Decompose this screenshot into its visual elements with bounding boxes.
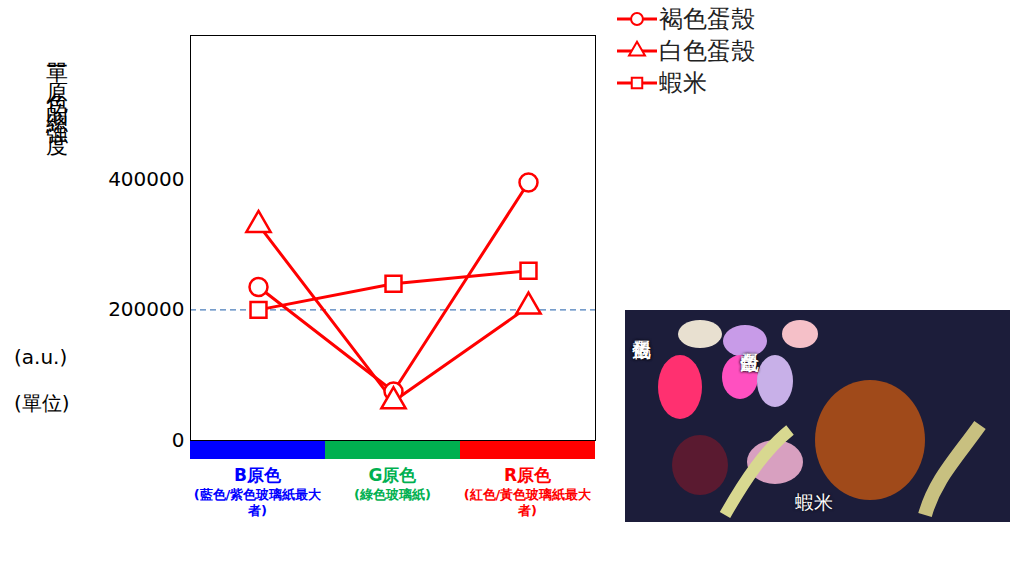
html-text:G原色: G原色 (368, 465, 417, 485)
html-text:(綠色玻璃紙): (綠色玻璃紙) (354, 487, 431, 502)
html-text:單一原色的總強度: 單一原色的總強度 (45, 45, 70, 125)
svg-text:0: 0 (172, 428, 185, 452)
html-text:褐色蛋殼: 褐色蛋殼 (659, 5, 755, 33)
html-text:(紅色/黃色玻璃紙最大者): (紅色/黃色玻璃紙最大者) (463, 487, 592, 518)
html-text:(a.u.): (a.u.) (14, 345, 68, 369)
svg-text:400000: 400000 (108, 167, 184, 191)
html-text:R原色: R原色 (504, 465, 551, 485)
html-text:(藍色/紫色玻璃紙最大者): (藍色/紫色玻璃紙最大者) (193, 487, 322, 518)
html-text:(單位): (單位) (14, 391, 70, 415)
html-text:B原色: B原色 (234, 465, 281, 485)
svg-text:200000: 200000 (108, 297, 184, 321)
html-text:蝦米: 蝦米 (795, 491, 833, 513)
html-text:白色蛋殼: 白色蛋殼 (659, 37, 755, 65)
html-text:蝦米: 蝦米 (659, 69, 707, 97)
